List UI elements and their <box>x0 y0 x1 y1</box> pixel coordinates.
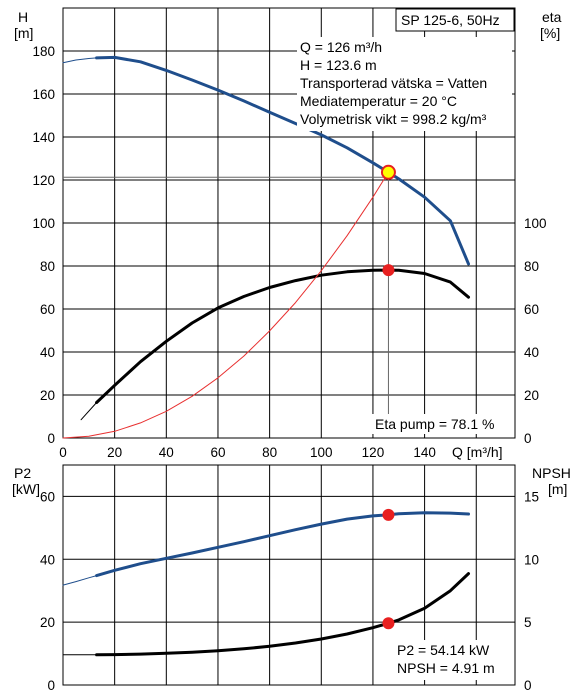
system-curve-curve <box>62 171 389 439</box>
left-tick-label: 60 <box>40 489 55 504</box>
npsh-curve <box>95 572 470 657</box>
bottom-tick-labels: 0 20 40 60 0 5 10 15 <box>40 489 539 693</box>
left-tick-label: 40 <box>40 345 55 360</box>
right-tick-label: 60 <box>524 302 539 317</box>
x-tick-label: 20 <box>107 445 122 460</box>
bottom-panel-power-npsh: 0 20 40 60 0 5 10 15 P2 [kW] NPSH [m] P2 = 54.1… <box>12 464 571 693</box>
x-tick-label: 60 <box>210 445 225 460</box>
right-axis-label-eta: eta <box>542 9 562 25</box>
right-tick-label: 20 <box>524 388 539 403</box>
top-curves <box>62 55 470 439</box>
right-axis-unit-npsh: [m] <box>548 481 567 497</box>
left-tick-label: 0 <box>47 431 55 446</box>
info-box-background <box>297 37 512 131</box>
left-tick-label: 80 <box>40 259 55 274</box>
left-axis-label-h: H <box>18 9 28 25</box>
duty-point-eta-marker <box>382 264 395 277</box>
h-curve <box>95 55 470 266</box>
chart-title-box <box>395 8 515 32</box>
info-line-p2: P2 = 54.14 kW <box>397 642 490 658</box>
right-tick-label: 80 <box>524 259 539 274</box>
h-extension-curve <box>62 57 98 64</box>
x-tick-label: 140 <box>413 445 436 460</box>
eta-annotation-background <box>372 414 512 434</box>
p2-extension-curve <box>62 575 98 586</box>
right-tick-label: 5 <box>524 615 532 630</box>
left-tick-label: 100 <box>32 216 55 231</box>
info-line-h: H = 123.6 m <box>300 57 377 73</box>
info-line-density: Volymetrisk vikt = 998.2 kg/m³ <box>300 111 487 127</box>
top-tick-labels: 0 20 40 60 80 100 120 140 160 180 0 20 40 60 80 100 0 20 4… <box>32 44 546 460</box>
eta-extension-curve <box>80 402 98 421</box>
top-panel-head-efficiency: 0 20 40 60 80 100 120 140 160 180 0 20 40 60 80 100 0 20 4… <box>14 7 562 460</box>
duty-point-npsh-marker <box>382 617 395 630</box>
left-tick-label: 20 <box>40 615 55 630</box>
info-line-temperature: Mediatemperatur = 20 °C <box>300 93 457 109</box>
right-tick-label: 15 <box>524 489 539 504</box>
x-tick-label: 120 <box>362 445 385 460</box>
left-tick-label: 0 <box>47 678 55 693</box>
x-tick-label: 40 <box>159 445 174 460</box>
info-line-npsh: NPSH = 4.91 m <box>397 660 495 676</box>
x-tick-label: 0 <box>59 445 67 460</box>
bottom-gridlines <box>62 465 515 685</box>
chart-title: SP 125-6, 50Hz <box>401 12 500 28</box>
right-tick-label: 40 <box>524 345 539 360</box>
duty-point-head-marker <box>380 164 396 180</box>
left-tick-label: 60 <box>40 302 55 317</box>
info-line-q: Q = 126 m³/h <box>300 39 382 55</box>
right-tick-label: 10 <box>524 552 539 567</box>
x-tick-label: 80 <box>262 445 277 460</box>
x-tick-label: 100 <box>310 445 333 460</box>
left-tick-label: 40 <box>40 552 55 567</box>
right-axis-label-npsh: NPSH <box>532 465 571 481</box>
x-axis-label: Q [m³/h] <box>452 444 503 460</box>
left-axis-label-p2: P2 <box>14 465 31 481</box>
eta-annotation: Eta pump = 78.1 % <box>375 416 494 432</box>
right-tick-label: 100 <box>524 216 547 231</box>
left-tick-label: 180 <box>32 44 55 59</box>
bottom-curves <box>62 508 470 657</box>
info-line-liquid: Transporterad vätska = Vatten <box>300 75 487 91</box>
right-tick-label: 0 <box>524 431 532 446</box>
left-axis-unit-h: [m] <box>14 25 33 41</box>
p2-curve <box>95 511 470 578</box>
left-tick-label: 120 <box>32 173 55 188</box>
duty-point-p2-marker <box>382 508 395 521</box>
left-axis-unit-p2: [kW] <box>12 481 40 497</box>
left-tick-label: 140 <box>32 130 55 145</box>
right-axis-unit-eta: [%] <box>540 25 560 41</box>
left-tick-label: 20 <box>40 388 55 403</box>
eta-curve <box>95 268 470 404</box>
right-tick-label: 0 <box>524 678 532 693</box>
left-tick-label: 160 <box>32 87 55 102</box>
power-info-background <box>393 640 513 680</box>
